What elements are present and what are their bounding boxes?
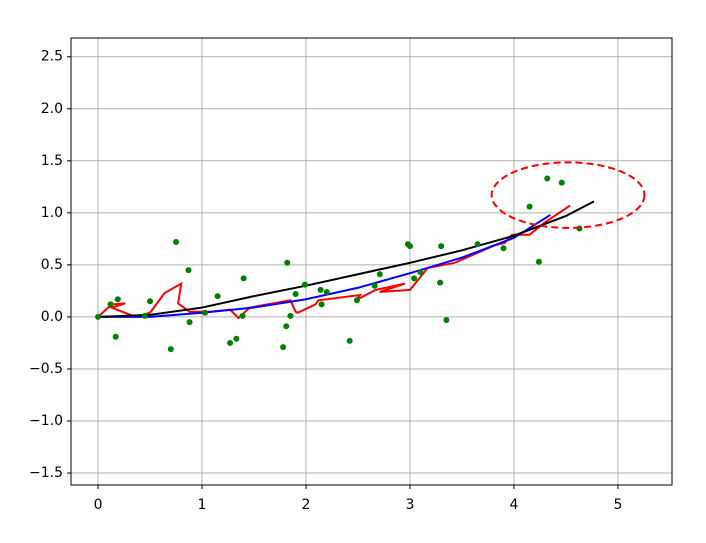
- scatter-point: [417, 269, 424, 276]
- scatter-point: [112, 333, 119, 340]
- scatter-point: [95, 313, 102, 320]
- scatter-point: [287, 312, 294, 319]
- scatter-point: [114, 296, 121, 303]
- scatter-point: [239, 312, 246, 319]
- scatter-point: [544, 175, 551, 182]
- scatter-point: [411, 275, 418, 282]
- scatter-point: [437, 279, 444, 286]
- scatter-point: [323, 288, 330, 295]
- x-tick-label: 2: [302, 497, 311, 513]
- y-tick-label: 0.5: [41, 257, 63, 273]
- scatter-point: [376, 271, 383, 278]
- scatter-point: [292, 291, 299, 298]
- scatter-point: [202, 309, 209, 316]
- scatter-point: [284, 259, 291, 266]
- y-tick-label: 0.0: [41, 309, 63, 325]
- scatter-point: [346, 337, 353, 344]
- y-tick-label: −1.0: [29, 413, 63, 429]
- scatter-point: [474, 241, 481, 248]
- x-tick-label: 0: [94, 497, 103, 513]
- y-tick-label: 2.5: [41, 49, 63, 65]
- scatter-point: [283, 323, 290, 330]
- scatter-point: [186, 319, 193, 326]
- scatter-point: [240, 275, 247, 282]
- x-tick-label: 5: [613, 497, 622, 513]
- plot-frame: [70, 37, 673, 486]
- scatter-point: [233, 335, 240, 342]
- scatter-point: [443, 317, 450, 324]
- scatter-point: [185, 267, 192, 274]
- highlight-ellipse: [490, 161, 646, 229]
- scatter-point: [141, 312, 148, 319]
- scatter-point: [500, 245, 507, 252]
- scatter-point: [147, 298, 154, 305]
- y-tick-label: 1.5: [41, 153, 63, 169]
- x-tick-label: 1: [198, 497, 207, 513]
- line: [97, 200, 595, 318]
- scatter-point: [301, 281, 308, 288]
- scatter-point: [317, 286, 324, 293]
- scatter-point: [371, 282, 378, 289]
- scatter-point: [107, 301, 114, 308]
- y-tick-label: 2.0: [41, 101, 63, 117]
- scatter-point: [438, 243, 445, 250]
- plot-area: [71, 38, 672, 485]
- scatter-point: [214, 293, 221, 300]
- line: [98, 214, 551, 318]
- scatter-point: [353, 297, 360, 304]
- scatter-point: [167, 346, 174, 353]
- y-tick-label: 1.0: [41, 205, 63, 221]
- y-tick-label: −1.5: [29, 465, 63, 481]
- scatter-point: [406, 243, 413, 250]
- scatter-point: [318, 301, 325, 308]
- y-tick-label: −0.5: [29, 361, 63, 377]
- scatter-point: [173, 238, 180, 245]
- x-tick-label: 3: [406, 497, 415, 513]
- scatter-point: [526, 203, 533, 210]
- x-tick-label: 4: [509, 497, 518, 513]
- scatter-point: [535, 258, 542, 265]
- scatter-point: [280, 344, 287, 351]
- scatter-point: [558, 179, 565, 186]
- scatter-point: [227, 339, 234, 346]
